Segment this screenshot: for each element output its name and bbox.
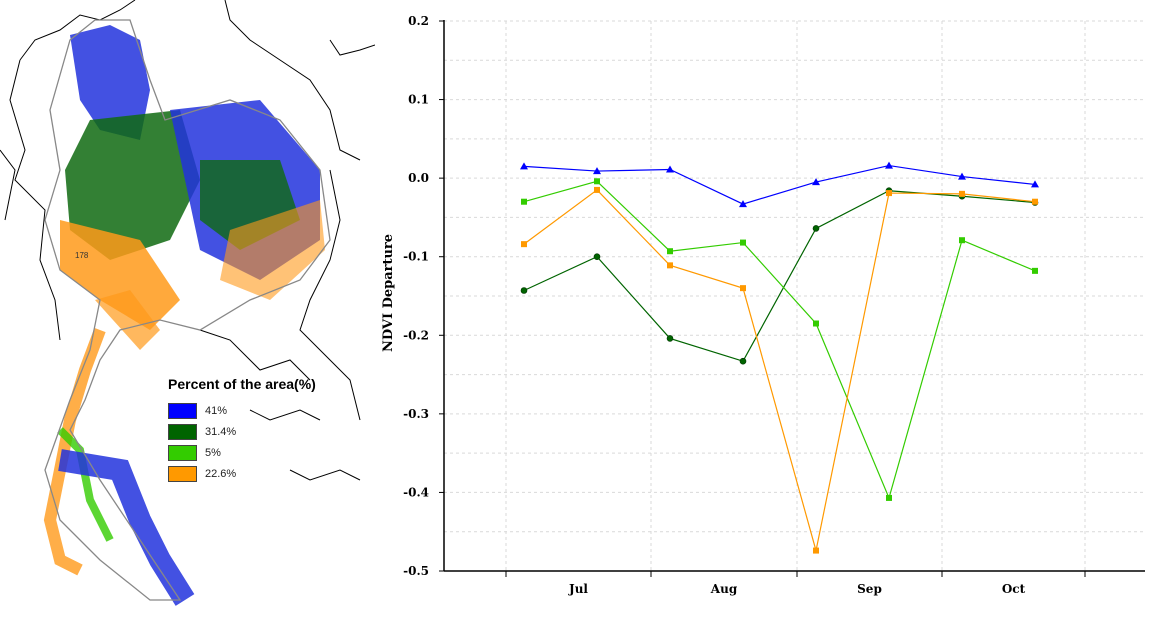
map-legend: Percent of the area(%) 41% 31.4% 5% 22.6% [168,376,368,484]
legend-label: 31.4% [205,425,237,438]
data-point [813,547,819,554]
legend-item: 41% [168,400,368,421]
data-point [739,200,747,208]
legend-item: 31.4% [168,421,368,442]
y-tick-label: -0.5 [403,564,429,578]
data-point [959,237,965,244]
legend-swatch [168,444,197,461]
data-point [959,190,965,197]
ndvi-departure-chart: 0.2 0.1 0.0 -0.1 -0.2 -0.3 -0.4 -0.5 Jul Aug Sep Oc… [381,14,1145,596]
series-line [523,189,1036,551]
y-tick-label: -0.1 [403,250,429,264]
x-tick-label: Jul [568,582,588,596]
thailand-map [0,0,375,606]
data-point [520,162,528,170]
legend-label: 22.6% [205,467,237,480]
y-axis-title: NDVI Departure [381,234,396,352]
legend-swatch [168,465,197,482]
region-code-label: 178 [75,251,89,260]
y-tick-label: 0.1 [408,93,429,107]
data-point [521,198,527,205]
data-point [812,178,820,186]
y-tick-label: -0.4 [403,485,429,499]
data-point [666,165,674,173]
legend-swatch [168,402,197,419]
data-point [593,167,601,175]
legend-label: 41% [205,404,228,417]
data-point [958,172,966,180]
thailand-outline [44,19,331,601]
data-point [885,161,893,169]
chart-axes: 0.2 0.1 0.0 -0.1 -0.2 -0.3 -0.4 -0.5 Jul Aug Sep Oc… [403,14,1145,596]
data-point [1032,198,1038,205]
legend-swatch [168,423,197,440]
data-point [886,190,892,197]
legend-label: 5% [205,446,221,459]
data-point [886,494,892,501]
y-tick-label: 0.0 [408,171,429,185]
data-point [1031,180,1039,188]
series-line [523,190,1036,362]
series-line [523,164,1036,205]
chart-series [520,161,1039,554]
series-line [523,180,1036,500]
legend-item: 5% [168,442,368,463]
data-point [740,285,746,292]
x-tick-label: Aug [710,582,738,596]
legend-title: Percent of the area(%) [168,376,316,392]
data-point [667,248,673,255]
data-point [666,335,674,342]
y-tick-label: -0.3 [403,407,429,421]
x-tick-label: Sep [857,582,882,596]
data-point [520,287,528,294]
data-point [594,186,600,193]
data-point [812,225,820,232]
data-point [667,262,673,269]
chart-grid [444,20,1145,572]
country-boundaries [0,0,375,481]
y-tick-label: -0.2 [403,328,429,342]
legend-item: 22.6% [168,463,368,484]
data-point [739,357,747,365]
data-point [740,239,746,246]
x-tick-label: Oct [1002,582,1026,596]
data-point [521,241,527,248]
data-point [1032,267,1038,274]
data-point [594,178,600,185]
land-cover-clusters [43,25,325,606]
y-tick-label: 0.2 [408,14,429,28]
data-point [593,253,601,261]
data-point [813,320,819,327]
ndvi-map-panel: 178 Percent of the area(%) 41% 31.4% 5% 22.… [0,0,375,618]
legend-rows: 41% 31.4% 5% 22.6% [168,400,368,484]
